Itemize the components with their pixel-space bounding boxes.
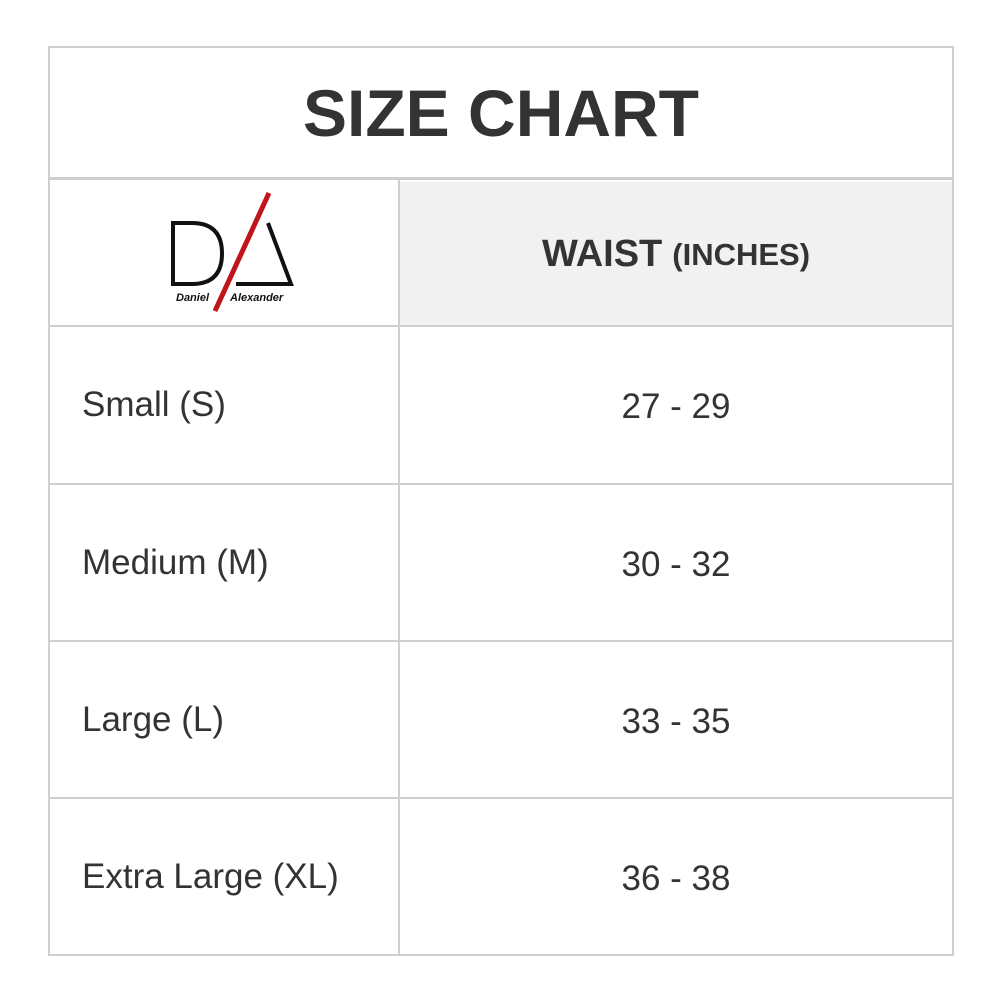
waist-value: 27 - 29 bbox=[621, 386, 731, 426]
svg-text:Alexander: Alexander bbox=[229, 292, 284, 304]
page-title: SIZE CHART bbox=[303, 76, 699, 150]
size-label: Medium (M) bbox=[82, 542, 269, 582]
waist-value: 36 - 38 bbox=[621, 858, 731, 898]
svg-text:Daniel: Daniel bbox=[176, 292, 210, 304]
divider bbox=[50, 797, 952, 799]
divider bbox=[50, 177, 952, 180]
column-divider bbox=[398, 179, 400, 954]
waist-value: 33 - 35 bbox=[621, 701, 731, 741]
divider bbox=[50, 640, 952, 642]
header-unit: (INCHES) bbox=[672, 236, 811, 272]
waist-column-header: WAIST (INCHES) bbox=[400, 182, 952, 327]
brand-logo: Daniel Alexander bbox=[150, 182, 330, 327]
divider bbox=[50, 325, 952, 327]
divider bbox=[50, 483, 952, 485]
header-label: WAIST bbox=[541, 233, 663, 275]
size-label: Large (L) bbox=[82, 699, 225, 739]
size-label: Extra Large (XL) bbox=[82, 856, 339, 896]
size-chart-table: SIZE CHART Daniel Alexander WAIST (INCHE… bbox=[48, 46, 954, 956]
waist-value: 30 - 32 bbox=[621, 544, 731, 584]
size-label: Small (S) bbox=[82, 384, 226, 424]
